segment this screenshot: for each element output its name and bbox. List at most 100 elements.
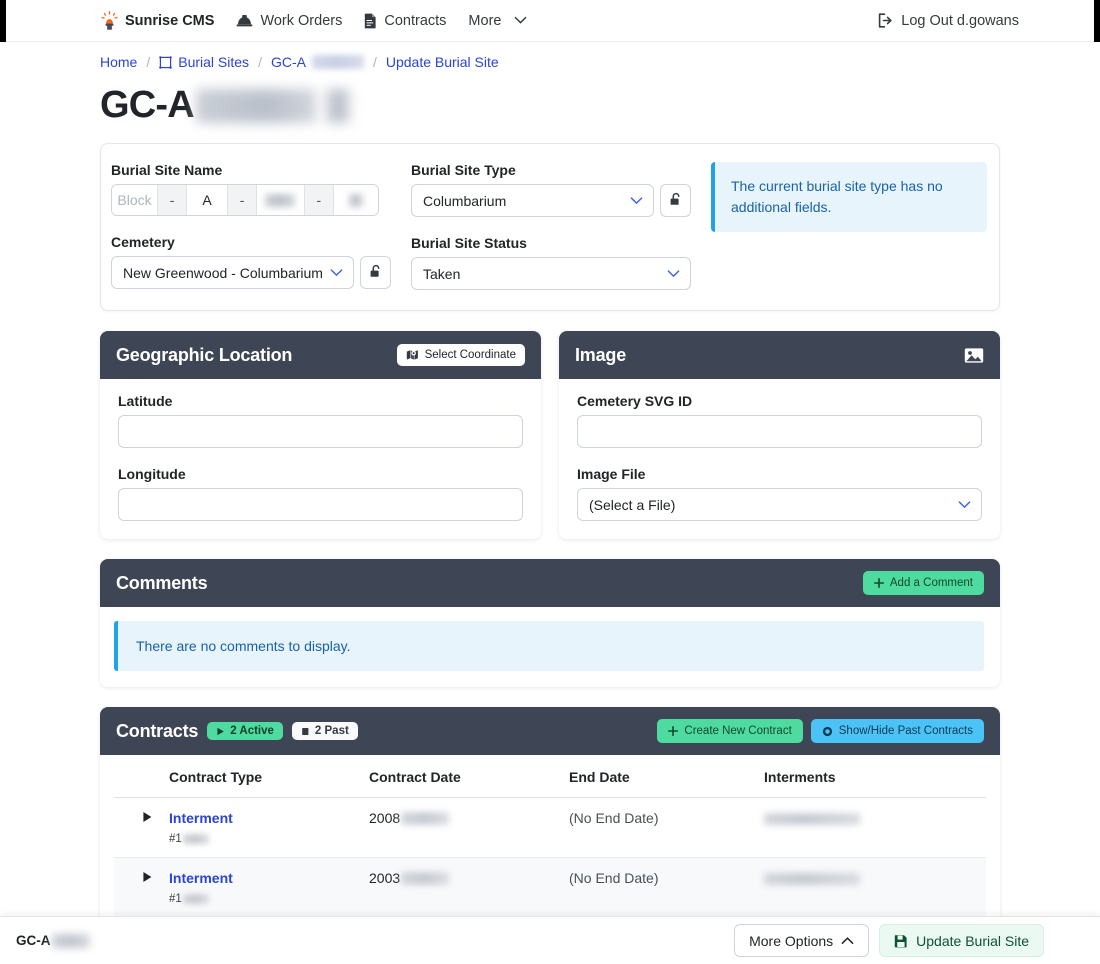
image-card-header: Image <box>559 331 1000 379</box>
cemetery-label: Cemetery <box>111 234 175 250</box>
badge-active-contracts[interactable]: 2 Active <box>207 722 283 740</box>
column-header-contract-type: Contract Type <box>161 755 361 798</box>
geographic-location-title: Geographic Location <box>116 344 293 365</box>
redacted-title-id <box>195 88 316 123</box>
burial-site-status-selected-value: Taken <box>423 265 461 282</box>
breadcrumb: Home / Burial Sites / GC-A / Update Buri… <box>0 42 1100 80</box>
burial-site-type-lock-button[interactable] <box>660 184 691 217</box>
burial-site-status-select[interactable]: Taken <box>411 257 691 290</box>
table-row[interactable]: Interment #1 2003 (No E <box>114 857 986 918</box>
comments-card-body: There are no comments to display. <box>100 621 1000 671</box>
nav-item-contracts[interactable]: Contracts <box>353 9 457 33</box>
document-icon <box>364 13 377 29</box>
select-coordinate-button[interactable]: Select Coordinate <box>396 344 525 366</box>
chevron-down-icon <box>330 268 343 277</box>
eye-toggle-icon <box>822 726 833 737</box>
play-icon[interactable] <box>142 810 153 826</box>
burial-site-status-label: Burial Site Status <box>411 235 527 251</box>
longitude-label: Longitude <box>118 466 186 482</box>
redacted-contract-number <box>182 834 209 844</box>
redacted-lot-value <box>265 193 296 207</box>
save-disk-icon <box>894 934 908 948</box>
burial-site-name-input-group[interactable]: Block - A - - <box>111 184 379 216</box>
latitude-input[interactable] <box>118 415 523 448</box>
row-contract-date-cell: 2008 <box>361 797 561 858</box>
contracts-header-right: Create New Contract Show/Hide Past Contr… <box>657 719 984 743</box>
burial-site-type-info-alert: The current burial site type has no addi… <box>711 162 987 232</box>
contract-number: #1 <box>169 833 353 845</box>
contracts-card-header: Contracts 2 Active 2 Past <box>100 707 1000 755</box>
grave-input[interactable] <box>333 185 378 215</box>
block-input[interactable]: Block <box>112 185 159 215</box>
redacted-contract-date <box>401 871 450 885</box>
add-comment-button[interactable]: Add a Comment <box>862 571 984 595</box>
cemetery-select[interactable]: New Greenwood - Columbarium <box>111 256 354 289</box>
cemetery-selected-value: New Greenwood - Columbarium <box>123 264 323 281</box>
breadcrumb-site-prefix: GC-A <box>270 54 306 70</box>
longitude-input[interactable] <box>118 488 523 521</box>
show-hide-past-contracts-label: Show/Hide Past Contracts <box>838 725 973 737</box>
comments-empty-message: There are no comments to display. <box>114 621 984 671</box>
contract-date-year: 2008 <box>369 810 401 826</box>
table-row[interactable]: Interment #1 2008 (No E <box>114 797 986 858</box>
image-file-select[interactable]: (Select a File) <box>577 488 982 521</box>
row-expand-cell[interactable] <box>114 797 161 858</box>
contract-number: #1 <box>169 893 353 905</box>
section-input[interactable]: A <box>187 185 229 215</box>
contracts-header-left: Contracts 2 Active 2 Past <box>116 721 358 742</box>
nav-links-group: Sunrise CMS Work Orders C <box>90 7 538 34</box>
burial-site-icon <box>159 55 173 69</box>
picture-icon <box>964 347 984 364</box>
row-end-date-cell: (No End Date) <box>561 857 756 918</box>
redacted-contract-date <box>401 811 450 825</box>
geographic-location-card: Geographic Location Select Coordinate <box>100 331 541 539</box>
burial-site-form-card: Burial Site Name Block - A - - Cemetery … <box>100 143 1000 311</box>
burial-site-type-label: Burial Site Type <box>411 162 516 178</box>
contracts-header-row: Contract Type Contract Date End Date Int… <box>114 755 986 798</box>
lot-input[interactable] <box>257 185 305 215</box>
show-hide-past-contracts-button[interactable]: Show/Hide Past Contracts <box>810 719 984 743</box>
burial-site-type-row: Columbarium <box>411 184 691 217</box>
plus-icon <box>668 726 679 736</box>
sticky-footer-bar: GC-A More Options Update Burial Site <box>0 916 1100 964</box>
badge-past-contracts[interactable]: 2 Past <box>291 722 358 740</box>
sign-out-icon <box>878 13 894 28</box>
play-icon[interactable] <box>142 870 153 886</box>
contracts-title: Contracts <box>116 720 199 741</box>
nav-item-more[interactable]: More <box>457 9 538 33</box>
comments-title: Comments <box>116 572 208 593</box>
redacted-title-suffix <box>325 88 350 123</box>
row-expand-cell[interactable] <box>114 857 161 918</box>
more-options-button[interactable]: More Options <box>734 924 870 957</box>
nav-item-work-orders[interactable]: Work Orders <box>225 9 353 33</box>
logout-button[interactable]: Log Out d.gowans <box>867 9 1030 33</box>
plus-icon <box>873 578 884 588</box>
page-title: GC-A <box>0 80 1100 143</box>
contract-date-value: 2003 <box>369 870 553 886</box>
cemetery-svg-id-input[interactable] <box>577 415 982 448</box>
image-file-label: Image File <box>577 466 646 482</box>
siren-beacon-icon <box>101 11 118 30</box>
geo-image-row: Geographic Location Select Coordinate <box>100 331 1000 539</box>
cemetery-svg-id-label: Cemetery SVG ID <box>577 393 693 409</box>
row-interments-cell <box>756 857 986 918</box>
breadcrumb-separator: / <box>258 54 262 70</box>
window-edge-left <box>0 0 6 42</box>
cemetery-lock-button[interactable] <box>360 256 391 289</box>
column-header-interments: Interments <box>756 755 986 798</box>
create-new-contract-button[interactable]: Create New Contract <box>657 719 803 743</box>
logout-label: Log Out d.gowans <box>901 12 1019 29</box>
burial-site-type-select[interactable]: Columbarium <box>411 184 654 217</box>
row-contract-type-cell: Interment #1 <box>161 797 361 858</box>
contract-type-link[interactable]: Interment <box>169 810 233 826</box>
update-burial-site-button[interactable]: Update Burial Site <box>879 924 1044 957</box>
breadcrumb-item-burial-sites[interactable]: Burial Sites <box>159 54 249 70</box>
contract-type-link[interactable]: Interment <box>169 870 233 886</box>
redacted-contract-number <box>182 894 209 904</box>
breadcrumb-item-home[interactable]: Home <box>100 54 138 70</box>
nav-item-brand-sunrise-cms[interactable]: Sunrise CMS <box>90 7 225 34</box>
breadcrumb-burial-sites-label: Burial Sites <box>178 54 250 70</box>
redacted-interments <box>764 813 860 826</box>
breadcrumb-item-site[interactable]: GC-A <box>271 54 364 70</box>
chevron-down-icon <box>514 16 527 25</box>
